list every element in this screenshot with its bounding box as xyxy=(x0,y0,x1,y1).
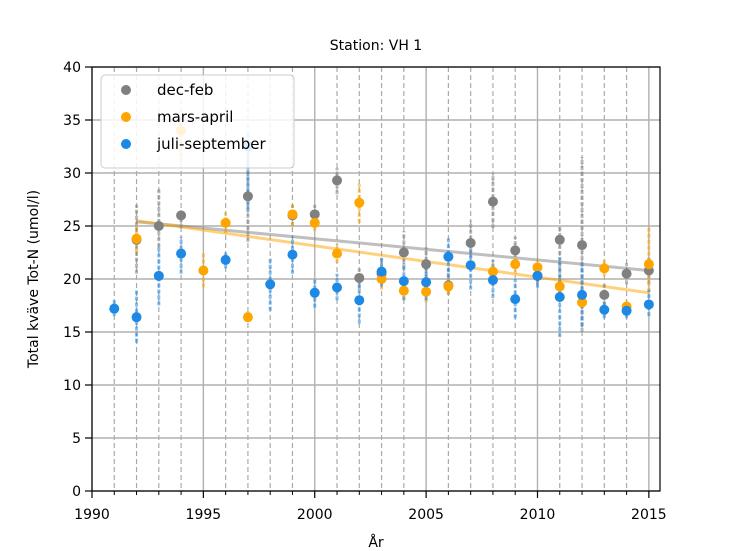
data-point-mars-april xyxy=(220,217,231,228)
y-tick-label: 25 xyxy=(63,219,81,235)
data-point-mars-april xyxy=(332,248,343,259)
data-point-dec-feb xyxy=(309,209,320,220)
data-point-dec-feb xyxy=(577,240,588,251)
y-tick-label: 15 xyxy=(63,325,81,341)
data-point-mars-april xyxy=(354,197,365,208)
data-point-dec-feb xyxy=(332,175,343,186)
y-tick-label: 40 xyxy=(63,60,81,76)
data-point-dec-feb xyxy=(621,268,632,279)
data-point-dec-feb xyxy=(554,234,565,245)
data-point-juli-september xyxy=(643,299,654,310)
data-point-dec-feb xyxy=(487,196,498,207)
data-point-mars-april xyxy=(443,281,454,292)
data-point-juli-september xyxy=(354,295,365,306)
legend-box xyxy=(100,74,295,169)
data-point-dec-feb xyxy=(465,237,476,248)
data-point-mars-april xyxy=(198,265,209,276)
legend: dec-feb mars-april juli-september xyxy=(100,74,295,169)
data-point-mars-april xyxy=(421,286,432,297)
legend-marker-juli-september xyxy=(121,139,131,149)
legend-label: dec-feb xyxy=(157,81,213,99)
data-point-juli-september xyxy=(332,282,343,293)
data-point-dec-feb xyxy=(599,289,610,300)
data-point-juli-september xyxy=(532,270,543,281)
data-point-juli-september xyxy=(465,260,476,271)
data-point-mars-april xyxy=(532,262,543,273)
x-tick-label: 2015 xyxy=(631,507,667,523)
trend-line-mars-april xyxy=(136,219,650,295)
data-point-juli-september xyxy=(599,304,610,315)
y-axis-label: Total kväve Tot-N (umol/l) xyxy=(26,190,42,369)
data-point-dec-feb xyxy=(510,245,521,256)
trend-line-dec-feb xyxy=(136,220,650,273)
x-tick-label: 1990 xyxy=(74,507,110,523)
data-point-juli-september xyxy=(421,277,432,288)
data-point-mars-april xyxy=(376,274,387,284)
legend-marker-dec-feb xyxy=(121,85,131,95)
x-tick-label: 2000 xyxy=(297,507,333,523)
data-point-juli-september xyxy=(376,266,387,277)
data-point-juli-september xyxy=(554,292,565,303)
x-axis-label: År xyxy=(368,534,384,551)
data-point-juli-september xyxy=(577,289,588,300)
legend-label: mars-april xyxy=(157,108,233,126)
x-tick-label: 2005 xyxy=(408,507,444,523)
trend-layer xyxy=(136,219,650,295)
y-tick-label: 5 xyxy=(72,431,81,447)
legend-label: juli-september xyxy=(156,135,266,153)
data-point-mars-april xyxy=(487,266,498,277)
data-point-mars-april xyxy=(554,281,565,292)
data-point-dec-feb xyxy=(354,272,365,283)
data-point-mars-april xyxy=(398,285,409,296)
data-point-juli-september xyxy=(443,251,454,262)
data-point-mars-april xyxy=(643,259,654,270)
data-point-juli-september xyxy=(287,249,298,260)
y-tick-label: 20 xyxy=(63,272,81,288)
points-layer xyxy=(109,125,654,323)
data-point-mars-april xyxy=(599,263,610,274)
data-point-juli-september xyxy=(176,248,187,259)
data-point-mars-april xyxy=(131,233,142,244)
data-point-juli-september xyxy=(265,279,276,290)
data-point-juli-september xyxy=(510,294,521,305)
y-tick-label: 10 xyxy=(63,378,81,394)
data-point-mars-april xyxy=(287,209,298,220)
data-point-dec-feb xyxy=(398,247,409,258)
data-point-dec-feb xyxy=(176,210,187,221)
data-point-dec-feb xyxy=(242,191,253,202)
legend-marker-mars-april xyxy=(121,112,131,122)
axis-ticks: 1990 1995 2000 2005 2010 2015 0 5 10 15 20 25 30 35 40 xyxy=(63,60,667,523)
data-point-juli-september xyxy=(398,276,409,287)
data-point-juli-september xyxy=(309,287,320,298)
data-point-juli-september xyxy=(153,270,164,281)
y-tick-label: 0 xyxy=(72,484,81,500)
y-tick-label: 30 xyxy=(63,166,81,182)
data-point-mars-april xyxy=(577,297,588,308)
data-point-juli-september xyxy=(487,275,498,286)
data-point-mars-april xyxy=(242,312,253,323)
data-point-juli-september xyxy=(109,303,120,314)
x-tick-label: 2010 xyxy=(520,507,556,523)
data-point-mars-april xyxy=(510,259,521,270)
y-tick-label: 35 xyxy=(63,113,81,129)
data-point-juli-september xyxy=(621,305,632,316)
data-point-dec-feb xyxy=(421,259,432,270)
data-point-dec-feb xyxy=(153,221,164,231)
data-point-juli-september xyxy=(220,254,231,265)
data-point-juli-september xyxy=(131,312,142,323)
data-point-mars-april xyxy=(309,217,320,228)
x-tick-label: 1995 xyxy=(186,507,222,523)
chart-title: Station: VH 1 xyxy=(330,38,422,54)
